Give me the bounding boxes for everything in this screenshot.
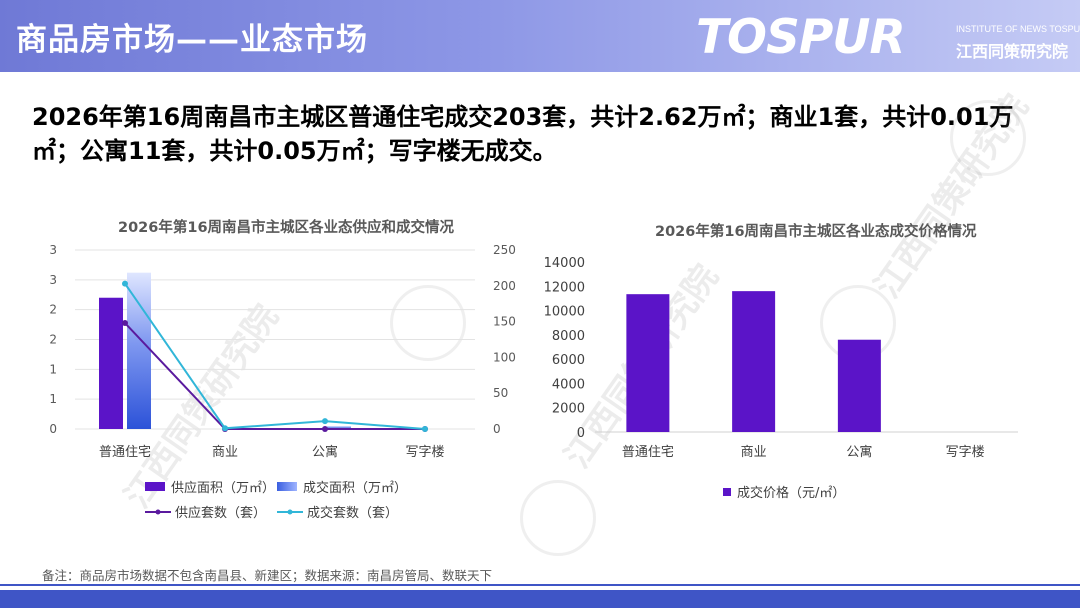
legend-item-price: 成交价格（元/㎡） bbox=[723, 482, 845, 501]
y-tick-label: 4000 bbox=[552, 377, 585, 392]
x-tick-label: 普通住宅 bbox=[622, 445, 674, 460]
y-left-tick-label: 0 bbox=[49, 422, 57, 436]
footer-bar bbox=[0, 590, 1080, 608]
y-tick-label: 2000 bbox=[552, 402, 585, 417]
bar-price bbox=[837, 339, 881, 432]
logo-wordmark: TOSPUR bbox=[696, 10, 906, 65]
y-right-tick-label: 150 bbox=[493, 315, 516, 329]
legend-swatch bbox=[723, 487, 731, 496]
y-tick-label: 10000 bbox=[544, 305, 585, 320]
y-left-tick-label: 3 bbox=[49, 243, 57, 257]
point-deal-units bbox=[422, 426, 428, 432]
y-tick-label: 0 bbox=[577, 426, 585, 441]
legend-label: 成交面积（万㎡） bbox=[303, 481, 408, 496]
point-deal-units bbox=[222, 425, 228, 432]
x-tick-label: 普通住宅 bbox=[99, 445, 151, 460]
footer-line bbox=[0, 584, 1080, 586]
y-right-tick-label: 250 bbox=[493, 243, 516, 257]
x-tick-label: 写字楼 bbox=[405, 445, 444, 460]
x-tick-label: 公寓 bbox=[846, 444, 872, 460]
legend-item-supply-area: 供应面积（万㎡） bbox=[145, 477, 275, 496]
x-tick-label: 公寓 bbox=[312, 444, 338, 460]
y-left-tick-label: 1 bbox=[49, 392, 57, 406]
y-tick-label: 14000 bbox=[544, 256, 585, 271]
line-deal-units bbox=[124, 283, 426, 430]
legend-swatch bbox=[145, 482, 165, 491]
logo-subtitle-cn: 江西同策研究院 bbox=[956, 42, 1069, 61]
watermark-seal bbox=[520, 480, 596, 556]
footnote: 备注：商品房市场数据不包含南昌县、新建区；数据来源：南昌房管局、数联天下 bbox=[42, 568, 493, 583]
y-right-tick-label: 200 bbox=[493, 279, 516, 293]
y-right-tick-label: 100 bbox=[493, 350, 516, 364]
bar-deal-area bbox=[127, 272, 151, 429]
point-supply-units bbox=[322, 426, 328, 432]
y-left-tick-label: 1 bbox=[49, 362, 57, 376]
tospur-logo: TOSPUR INSTITUTE OF NEWS TOSPUR 江西同策研究院 bbox=[696, 8, 1080, 68]
bar-price bbox=[732, 291, 776, 432]
supply-deal-chart: 0 1 1 2 2 3 3 0 50 100 150 200 250 普通住宅 商业 公寓 写字楼 bbox=[49, 243, 516, 460]
bar-price bbox=[626, 294, 670, 432]
legend-label: 成交套数（套） bbox=[307, 506, 399, 521]
y-left-tick-label: 3 bbox=[49, 273, 57, 287]
line-supply-units bbox=[124, 322, 425, 430]
bar-deal-area bbox=[327, 426, 351, 429]
logo-subtitle-en: INSTITUTE OF NEWS TOSPUR bbox=[956, 24, 1080, 34]
legend-item-deal-units: 成交套数（套） bbox=[277, 502, 398, 521]
legend-item-deal-area: 成交面积（万㎡） bbox=[277, 477, 407, 496]
legend-label: 供应套数（套） bbox=[175, 506, 267, 521]
legend-label: 成交价格（元/㎡） bbox=[737, 486, 846, 501]
headline-summary: 2026年第16周南昌市主城区普通住宅成交203套，共计2.62万㎡；商业1套，… bbox=[32, 103, 1014, 165]
x-tick-label: 商业 bbox=[741, 445, 767, 460]
chart-title-right: 2026年第16周南昌市主城区各业态成交价格情况 bbox=[655, 224, 977, 240]
point-deal-units bbox=[122, 280, 128, 287]
legend-label: 供应面积（万㎡） bbox=[171, 481, 276, 496]
point-supply-units bbox=[122, 320, 128, 327]
y-left-tick-label: 2 bbox=[49, 303, 57, 317]
bar-supply-area bbox=[99, 297, 123, 429]
legend-swatch bbox=[277, 482, 297, 491]
page-title: 商品房市场——业态市场 bbox=[16, 22, 368, 58]
y-tick-label: 12000 bbox=[544, 280, 585, 295]
y-right-tick-label: 50 bbox=[493, 386, 508, 400]
y-tick-label: 6000 bbox=[552, 353, 585, 368]
y-left-tick-label: 2 bbox=[49, 333, 57, 347]
legend-swatch bbox=[145, 509, 171, 514]
y-tick-label: 8000 bbox=[552, 329, 585, 344]
chart-title-left: 2026年第16周南昌市主城区各业态供应和成交情况 bbox=[118, 220, 455, 236]
price-chart: 0 2000 4000 6000 8000 10000 12000 14000 普通住宅 商业 公寓… bbox=[544, 256, 1018, 460]
x-tick-label: 写字楼 bbox=[946, 445, 985, 460]
legend-item-supply-units: 供应套数（套） bbox=[145, 502, 266, 521]
legend-swatch bbox=[277, 509, 303, 514]
header-bar: 商品房市场——业态市场 TOSPUR INSTITUTE OF NEWS TOS… bbox=[0, 0, 1080, 72]
x-tick-label: 商业 bbox=[212, 445, 238, 460]
point-deal-units bbox=[322, 418, 328, 425]
y-right-tick-label: 0 bbox=[493, 422, 501, 436]
